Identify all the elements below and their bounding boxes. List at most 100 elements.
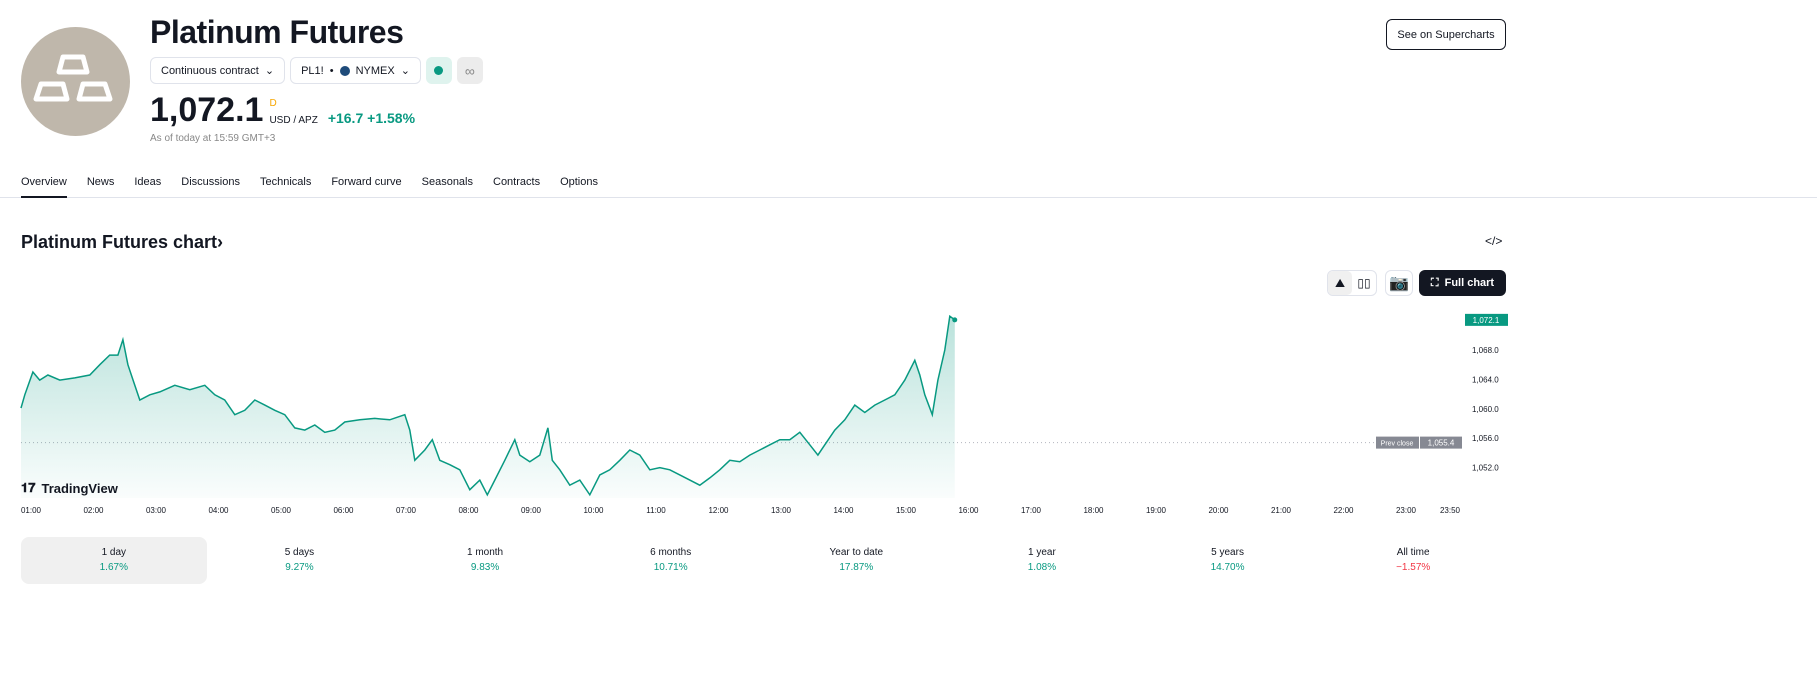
period-label: 5 days xyxy=(284,547,315,558)
period-label: 1 day xyxy=(101,547,127,558)
period-1-year[interactable]: 1 year 1.08% xyxy=(949,537,1135,584)
price-row: 1,072.1 D USD / APZ +16.7 +1.58% xyxy=(150,90,415,134)
separator: • xyxy=(329,64,334,77)
snapshot-button[interactable]: 📷 xyxy=(1385,270,1413,296)
contract-label: Continuous contract xyxy=(161,64,259,77)
last-price-tag xyxy=(1465,313,1508,326)
x-tick-label: 23:50 xyxy=(1440,506,1461,515)
period-selector: 1 day 1.67% 5 days 9.27% 1 month 9.83% 6 month… xyxy=(21,537,1506,584)
tab-bar: Overview News Ideas Discussions Technica… xyxy=(0,172,1817,198)
embed-code-icon[interactable]: </> xyxy=(1485,234,1503,248)
tab-overview[interactable]: Overview xyxy=(21,176,67,198)
period-5-days[interactable]: 5 days 9.27% xyxy=(207,537,393,584)
chart-type-toggle: ⛰ ▯▯ xyxy=(1327,270,1377,296)
infinity-icon: ∞ xyxy=(464,62,475,79)
prev-close-value-tag xyxy=(1420,436,1462,449)
x-tick-label: 05:00 xyxy=(271,506,292,515)
period-all-time[interactable]: All time −1.57% xyxy=(1320,537,1506,584)
x-tick-label: 15:00 xyxy=(896,506,917,515)
period-label: All time xyxy=(1396,547,1430,558)
x-tick-label: 21:00 xyxy=(1271,506,1292,515)
chevron-down-icon: ⌄ xyxy=(400,65,410,77)
period-label: Year to date xyxy=(829,547,884,558)
contract-dropdown[interactable]: Continuous contract ⌄ xyxy=(150,57,286,84)
chart-title-link[interactable]: Platinum Futures chart› xyxy=(21,232,223,253)
period-change: 9.83% xyxy=(470,562,500,573)
x-tick-label: 04:00 xyxy=(208,506,229,515)
price-area xyxy=(21,316,955,498)
brand-label: TradingView xyxy=(41,480,118,496)
tab-forward-curve[interactable]: Forward curve xyxy=(331,176,402,188)
chevron-right-icon: › xyxy=(217,232,224,252)
tab-news[interactable]: News xyxy=(86,176,115,188)
symbol: PL1! xyxy=(301,64,324,77)
see-on-supercharts-button[interactable]: See on Supercharts xyxy=(1386,19,1506,50)
period-change: 1.08% xyxy=(1027,562,1057,573)
change-abs: +16.7 xyxy=(327,110,364,126)
tab-contracts[interactable]: Contracts xyxy=(493,176,541,188)
period-change: 17.87% xyxy=(839,562,874,573)
last-point xyxy=(952,317,958,323)
x-tick-label: 13:00 xyxy=(771,506,792,515)
x-tick-label: 06:00 xyxy=(333,506,354,515)
period-change: 1.67% xyxy=(99,562,128,573)
x-tick-label: 17:00 xyxy=(1021,506,1042,515)
x-tick-label: 11:00 xyxy=(646,506,666,515)
period-1-day[interactable]: 1 day 1.67% xyxy=(21,537,207,584)
exchange: NYMEX xyxy=(355,64,395,77)
full-chart-button[interactable]: ⛶ Full chart xyxy=(1419,270,1506,296)
x-tick-label: 08:00 xyxy=(458,506,479,515)
x-tick-label: 12:00 xyxy=(708,506,729,515)
period-5-years[interactable]: 5 years 14.70% xyxy=(1135,537,1321,584)
x-tick-label: 10:00 xyxy=(583,506,604,515)
tv-logo-icon: 𝟏𝟕 xyxy=(21,480,36,495)
full-chart-label: Full chart xyxy=(1444,277,1495,289)
x-tick-label: 22:00 xyxy=(1333,506,1354,515)
y-tick-label: 1,064.0 xyxy=(1472,375,1499,384)
x-tick-label: 07:00 xyxy=(396,506,417,515)
x-tick-label: 02:00 xyxy=(83,506,104,515)
period-1-month[interactable]: 1 month 9.83% xyxy=(392,537,578,584)
page-title: Platinum Futures xyxy=(150,14,404,50)
currency: USD / APZ xyxy=(269,115,318,126)
prev-close-value: 1,055.4 xyxy=(1428,439,1455,448)
price-line xyxy=(20,314,956,497)
x-tick-label: 09:00 xyxy=(521,506,542,515)
x-tick-label: 14:00 xyxy=(833,506,854,515)
platinum-logo xyxy=(21,27,130,136)
y-tick-label: 1,052.0 xyxy=(1472,464,1499,473)
prev-close-tag xyxy=(1376,436,1419,449)
tab-technicals[interactable]: Technicals xyxy=(259,176,312,188)
change-pct: +1.58% xyxy=(367,110,416,126)
x-tick-label: 16:00 xyxy=(958,506,979,515)
y-tick-label: 1,056.0 xyxy=(1472,434,1499,443)
tab-ideas[interactable]: Ideas xyxy=(134,176,162,188)
x-tick-label: 03:00 xyxy=(146,506,167,515)
market-open-button[interactable] xyxy=(425,57,452,84)
infinity-button[interactable]: ∞ xyxy=(456,57,483,84)
camera-icon: 📷 xyxy=(1389,275,1409,292)
tab-discussions[interactable]: Discussions xyxy=(181,176,240,188)
price-change: +16.7 +1.58% xyxy=(328,90,415,126)
last-price: 1,072.1 xyxy=(150,91,264,129)
last-price-label: 1,072.1 xyxy=(1473,316,1500,325)
period-6-months[interactable]: 6 months 10.71% xyxy=(578,537,764,584)
price-chart[interactable]: 1,068.0 1,064.0 1,060.0 1,056.0 1,052.0 1,072… xyxy=(0,300,1817,525)
symbol-dropdown[interactable]: PL1! • NYMEX ⌄ xyxy=(290,57,421,84)
period-year-to-date[interactable]: Year to date 17.87% xyxy=(764,537,950,584)
globe-icon xyxy=(339,65,350,76)
x-tick-label: 18:00 xyxy=(1083,506,1104,515)
tradingview-logo: 𝟏𝟕 TradingView xyxy=(21,480,118,496)
x-tick-label: 20:00 xyxy=(1208,506,1229,515)
period-label: 6 months xyxy=(650,547,692,558)
y-tick-label: 1,068.0 xyxy=(1472,346,1499,355)
as-of-time: As of today at 15:59 GMT+3 xyxy=(150,133,276,144)
candles-chart-icon[interactable]: ▯▯ xyxy=(1357,276,1371,290)
x-tick-label: 23:00 xyxy=(1396,506,1417,515)
y-tick-label: 1,060.0 xyxy=(1472,405,1499,414)
area-chart-icon[interactable]: ⛰ xyxy=(1328,271,1352,295)
period-change: 10.71% xyxy=(653,562,688,573)
period-label: 1 month xyxy=(466,547,504,558)
tab-options[interactable]: Options xyxy=(560,176,598,188)
tab-seasonals[interactable]: Seasonals xyxy=(421,176,473,188)
